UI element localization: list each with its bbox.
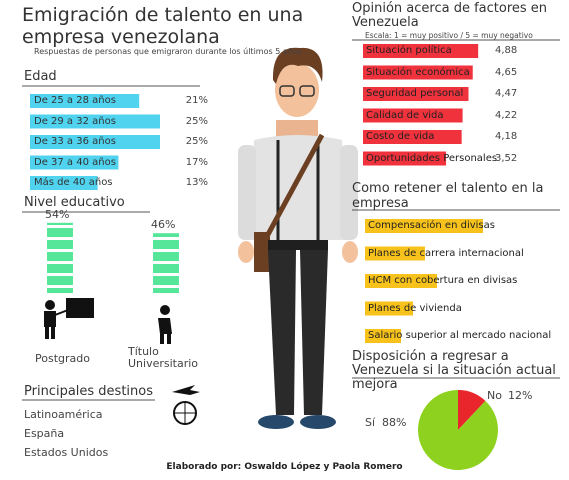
bar <box>363 108 463 123</box>
stripe <box>153 285 179 288</box>
bar <box>30 114 160 129</box>
illustration <box>238 47 358 429</box>
value-label: 4,47 <box>495 88 518 99</box>
category-label: Título Universitario <box>128 345 199 370</box>
value-label: 4,18 <box>495 131 518 142</box>
highlight <box>365 301 413 316</box>
value-label: 4,22 <box>495 109 518 121</box>
destination: Estados Unidos <box>24 446 109 459</box>
stripe <box>47 273 73 276</box>
pie-label: 88% <box>382 416 407 429</box>
stripe <box>153 249 179 252</box>
retention-item: Planes de carrera internacional <box>368 247 524 259</box>
bar <box>363 65 473 80</box>
icon <box>44 298 200 425</box>
pie-label: Sí <box>365 416 376 429</box>
pie-label: 12% <box>508 389 533 402</box>
bar-label: Oportunidades Personales <box>366 152 498 164</box>
bar-label: De 37 a 40 años <box>34 156 116 168</box>
heading: Disposición a regresar a Venezuela si la… <box>352 349 556 392</box>
stripe <box>47 285 73 288</box>
heading: Principales destinos <box>24 384 153 399</box>
highlight <box>365 329 401 343</box>
value-label: 13% <box>185 177 208 188</box>
bar <box>30 176 98 190</box>
stripe <box>153 237 179 240</box>
stripe <box>47 261 73 264</box>
value-label: 25% <box>185 115 208 127</box>
category-label: Postgrado <box>35 352 90 365</box>
value-label: 21% <box>185 95 208 106</box>
value-label: 3,52 <box>495 152 518 164</box>
bar <box>363 151 447 166</box>
pie-slice <box>458 390 486 430</box>
destination: España <box>24 427 65 440</box>
bar-label: Situación económica <box>366 66 470 78</box>
heading: Edad <box>24 69 57 84</box>
bar <box>30 155 119 170</box>
value-label: 46% <box>151 218 176 232</box>
retention-item: HCM con cobertura en divisas <box>368 275 518 286</box>
highlight <box>365 246 425 261</box>
bar <box>363 87 469 101</box>
scale-note: Escala: 1 = muy positivo / 5 = muy negat… <box>365 31 533 40</box>
bar-label: Seguridad personal <box>366 88 464 99</box>
value-label: 4,88 <box>495 45 518 56</box>
stripe <box>153 273 179 276</box>
bar-label: Más de 40 años <box>34 177 113 188</box>
bar-label: Costo de vida <box>366 131 435 142</box>
value-label: 17% <box>185 156 208 168</box>
bar-label: De 33 a 36 años <box>34 136 116 147</box>
value-label: 54% <box>45 207 70 221</box>
bar-label: De 25 a 28 años <box>34 95 116 106</box>
pie-label: No <box>487 389 502 402</box>
retention-item: Compensación en divisas <box>368 220 495 231</box>
destination: Latinoamérica <box>24 408 103 421</box>
title: Emigración de talento en una empresa ven… <box>22 4 304 48</box>
value-label: 4,65 <box>495 66 518 78</box>
value-label: 25% <box>185 136 208 147</box>
bar <box>30 135 160 149</box>
pie-slice <box>418 390 499 471</box>
heading: Nivel educativo <box>24 195 125 210</box>
bar <box>363 130 462 144</box>
stripe <box>47 225 73 228</box>
heading: Como retener el talento en la empresa <box>352 181 544 211</box>
stripe <box>153 261 179 264</box>
bar-label: De 29 a 32 años <box>34 115 116 127</box>
bar-label: Situación política <box>366 45 452 56</box>
column <box>47 222 73 293</box>
bar-label: Calidad de vida <box>366 109 444 121</box>
heading: Opinión acerca de factores en Venezuela <box>352 1 548 30</box>
highlight <box>365 219 483 233</box>
stripe <box>47 237 73 240</box>
retention-item: Salario superior al mercado nacional <box>368 330 552 341</box>
highlight <box>365 274 437 288</box>
bar <box>30 94 140 108</box>
footer: Elaborado por: Oswaldo López y Paola Rom… <box>166 462 403 472</box>
stripe <box>47 249 73 252</box>
subtitle: Respuestas de personas que emigraron dur… <box>34 47 302 56</box>
bar <box>363 44 479 58</box>
retention-item: Planes de vivienda <box>368 302 462 314</box>
